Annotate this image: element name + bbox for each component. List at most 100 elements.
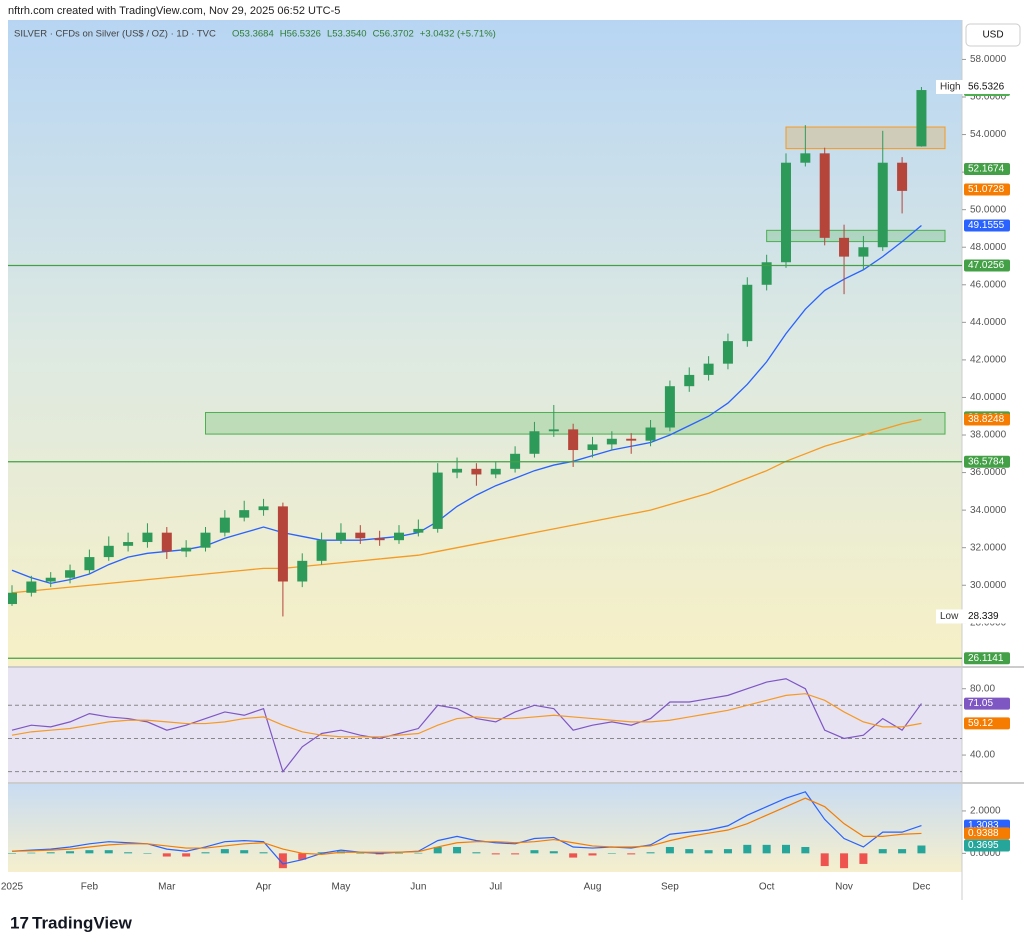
x-tick-label: Aug [584,882,602,893]
price-tag-label: 71.05 [968,698,993,709]
histogram-bar [356,853,365,854]
x-tick-label: Mar [158,882,176,893]
y-tick-label: 30.0000 [970,580,1007,591]
candle-body [161,532,172,552]
y-tick-label: 40.00 [970,750,995,761]
x-tick-label: Dec [913,882,931,893]
price-tag [964,697,1010,710]
histogram-bar [898,849,907,854]
y-tick-label: 50.0000 [970,204,1007,215]
histogram-bar [917,845,926,854]
price-tag [964,717,1010,730]
price-tag-label: 49.1555 [968,220,1005,231]
price-tag [964,827,1010,840]
price-tag-label: 59.12 [968,718,993,729]
histogram-bar [453,846,462,854]
histogram-bar [124,852,133,854]
candle-body [839,237,850,257]
histogram-bar [646,852,655,854]
histogram-bar [820,853,829,867]
candle-body [587,444,598,451]
x-tick-label: Oct [759,882,775,893]
price-tag-label: 26.1141 [968,653,1004,664]
histogram-bar [782,844,790,854]
candle-body [239,510,250,518]
y-tick-label: 2.0000 [970,806,1001,817]
price-tag-label: 38.8248 [968,414,1005,425]
histogram-bar [278,853,287,869]
price-tag-label: 52.1674 [968,164,1005,175]
histogram-bar [298,853,307,860]
candle-body [316,540,327,561]
histogram-bar [104,850,113,854]
ohlc-values: O53.3684 H56.5326 L53.3540 C56.3702 +3.0432 … [232,29,496,40]
indicator-line [11,693,922,738]
extreme-value: 56.5326 [968,82,1005,93]
histogram-bar [511,853,520,855]
price-tag-label: 0.9388 [968,828,999,839]
candle-body [645,427,656,441]
candle-body [858,247,869,257]
price-tag [964,839,1010,852]
histogram-bar [569,853,578,858]
x-tick-label: Feb [81,882,99,893]
currency-button[interactable] [965,23,1021,47]
candle-body [761,262,772,285]
candle-body [277,506,288,582]
extreme-label: High [940,82,961,93]
candle-body [568,429,579,451]
y-tick-label: 58.0000 [970,54,1007,65]
histogram-bar [240,850,249,854]
histogram-bar [588,853,597,856]
y-tick-label: 56.0000 [970,92,1007,103]
candle-body [26,581,37,593]
indicator-line [11,678,922,773]
price-tag [964,455,1010,468]
y-tick-label: 36.0000 [970,467,1007,478]
histogram-bar [201,852,210,854]
y-tick-label: 38.0000 [970,430,1007,441]
ohlc-value: O53.3684 [232,29,274,40]
indicator-line [11,225,922,585]
candle-body [490,468,501,475]
price-tag [964,183,1010,196]
candle-body [258,506,269,511]
candle-body [452,468,463,473]
candle-body [65,570,76,578]
candle-body [200,532,211,548]
indicator-line [11,418,922,594]
ohlc-value: +3.0432 (+5.71%) [420,29,496,40]
histogram-bar [414,852,423,854]
y-tick-label: 32.0000 [970,542,1007,553]
candle-body [684,374,695,387]
currency[interactable]: USD [982,30,1003,41]
y-tick-label: 54.0000 [970,129,1007,140]
zone [785,126,946,150]
brand: TradingView [32,913,133,932]
legend: SILVER · CFDs on Silver (US$ / OZ) · 1D … [14,29,216,40]
histogram-bar [472,852,481,854]
y-tick-label: 40.0000 [970,392,1007,403]
histogram-bar [627,853,636,855]
candle-body [432,472,443,529]
plot [8,86,962,869]
candle-body [897,162,908,191]
price-tag-label: 0.3695 [968,840,999,851]
x-tick-label: Sep [661,882,679,893]
candle-body [819,153,830,238]
histogram-bar [395,853,403,854]
credit: nftrh.com created with TradingView.com, … [8,5,340,17]
zone [766,229,946,243]
price-tag-label: 1.3083 [968,820,999,831]
candle-body [355,532,366,539]
ohlc-value: C56.3702 [373,29,414,40]
price-tag-label: 36.5784 [968,456,1005,467]
x-tick-label: Jun [410,882,426,893]
histogram-bar [143,853,152,854]
candle-body [742,284,753,342]
y-tick-label: 0.0000 [970,848,1001,859]
macd-pane [8,784,962,872]
candle-body [374,538,385,541]
histogram-bar [704,850,713,854]
candle-body [394,532,404,541]
